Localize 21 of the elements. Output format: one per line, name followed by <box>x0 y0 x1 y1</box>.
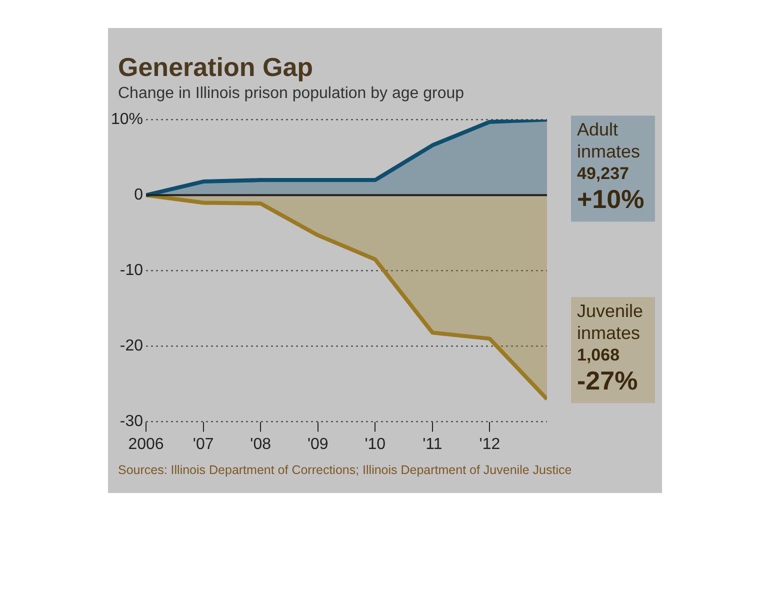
x-tick-label: '11 <box>422 436 442 453</box>
series-label: Adult inmates <box>577 120 640 162</box>
x-tick-label: '10 <box>364 436 386 453</box>
x-tick-label: '09 <box>307 436 328 453</box>
data-label: -27% <box>577 365 638 396</box>
series-label: Juvenile inmates <box>577 301 644 344</box>
chart-subtitle: Change in Illinois prison population by age group <box>117 85 466 103</box>
x-tick-label: 2006 <box>128 436 164 453</box>
x-tick-label: '08 <box>250 436 272 453</box>
y-tick-label: 0 <box>134 186 144 204</box>
text: 1,068 <box>577 345 620 364</box>
x-tick-label: '07 <box>192 436 214 453</box>
y-tick-label: -10 <box>120 262 144 280</box>
text: 49,237 <box>577 164 629 183</box>
source-note: Sources: Illinois Department of Corrections; Illinois Department of Juvenile Justice <box>117 463 573 477</box>
data-label: +10% <box>577 184 644 214</box>
y-tick-label: -20 <box>120 338 144 355</box>
x-tick-label: '12 <box>479 436 500 453</box>
y-tick-label: -30 <box>120 413 144 430</box>
y-tick-label: 10% <box>110 111 144 128</box>
chart-title: Generation Gap <box>117 52 314 83</box>
